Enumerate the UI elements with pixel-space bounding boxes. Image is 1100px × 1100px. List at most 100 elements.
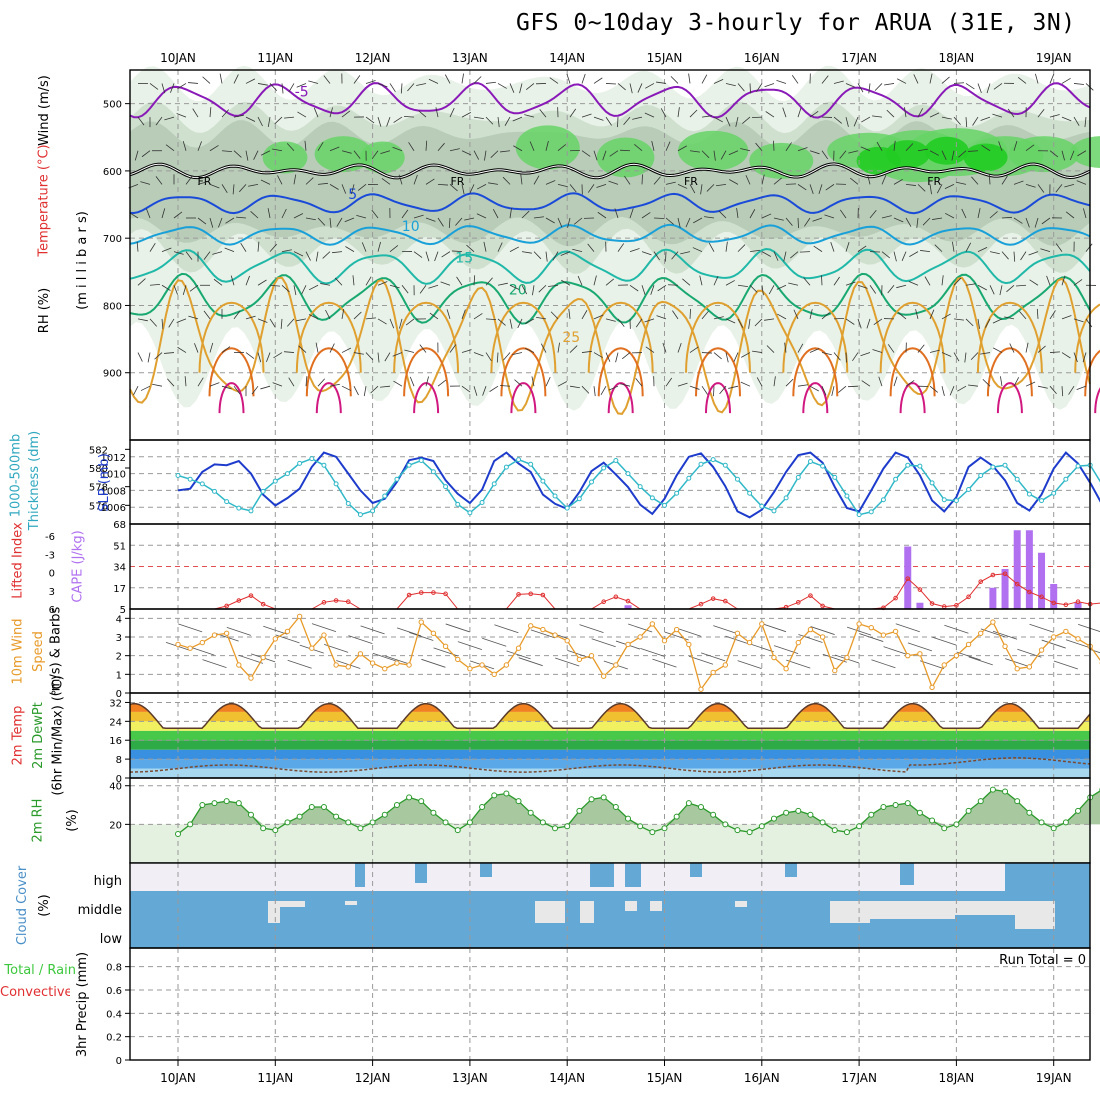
wind-barb	[413, 251, 423, 258]
wind-barb	[521, 285, 528, 295]
li-point	[820, 603, 825, 609]
wind-speed-point	[600, 673, 607, 679]
wind-barb	[218, 217, 223, 228]
barb	[1053, 660, 1078, 670]
rh-point	[600, 794, 607, 801]
thickness-point	[1039, 498, 1045, 504]
thickness-point	[734, 476, 740, 482]
wind-barb	[1013, 180, 1024, 185]
wind-barb	[671, 251, 679, 260]
li-point	[540, 592, 546, 598]
wind-barb	[977, 208, 981, 219]
wind-barb	[1025, 381, 1036, 387]
wind-barb	[353, 311, 362, 320]
wind-barb	[545, 180, 556, 185]
cape-tick-label: 5	[120, 605, 126, 616]
wind-barb	[456, 276, 463, 286]
barb	[846, 626, 872, 636]
rh-point	[539, 819, 546, 826]
wind-barb	[713, 386, 715, 397]
li-point	[1063, 602, 1069, 608]
rh-point	[746, 829, 753, 836]
wind-barb	[887, 344, 895, 353]
rh-point	[758, 823, 765, 830]
cloud-high-bar	[625, 863, 641, 887]
wind-barb	[176, 318, 187, 323]
thickness-point	[284, 471, 290, 477]
warm-arc	[587, 301, 654, 373]
thickness-point	[552, 493, 558, 499]
wind-barb	[821, 150, 829, 160]
li-point	[236, 598, 242, 603]
wind-barb	[557, 183, 568, 188]
wind-barb	[713, 116, 723, 123]
wind-panel-frame	[129, 608, 1091, 694]
day-label-top: 11JAN	[257, 51, 293, 65]
wind-barb	[240, 242, 247, 252]
barb	[1078, 623, 1100, 633]
wind-barb	[513, 145, 523, 152]
wind-barb	[725, 352, 729, 363]
wind-barb	[514, 379, 523, 387]
wind-barb	[492, 208, 499, 219]
wind-barb	[177, 83, 187, 90]
cape-tick-label: 17	[113, 584, 126, 595]
wind-barb	[958, 150, 967, 158]
rh-point	[685, 800, 692, 807]
wind-barb	[1004, 316, 1015, 320]
wind-barb	[473, 116, 484, 120]
wind-barb	[517, 318, 523, 329]
rh-point	[1062, 819, 1069, 826]
wind-barb	[146, 208, 151, 219]
wind-barb	[1073, 279, 1083, 286]
wind-barb	[341, 150, 352, 154]
wind-barb	[1037, 108, 1045, 118]
wind-barb	[1025, 183, 1036, 188]
wind-barb	[785, 378, 794, 387]
wind-barb	[667, 284, 679, 286]
wind-barb	[860, 146, 871, 152]
wind-barb	[416, 83, 427, 86]
li-point	[528, 591, 534, 597]
wind-barb	[600, 385, 607, 396]
wind-barb	[219, 73, 223, 84]
wind-barb	[384, 352, 391, 362]
wind-barb	[137, 352, 143, 362]
wind-barb	[1035, 73, 1039, 84]
rh-point	[393, 802, 400, 809]
wind-barb	[476, 213, 487, 219]
wind-barb	[809, 184, 814, 194]
wind-speed-point	[722, 662, 729, 668]
wind-speed-point	[1026, 664, 1033, 670]
wind-barb	[677, 145, 687, 152]
wind-speed-point	[686, 641, 692, 648]
thickness-point	[856, 512, 862, 518]
wind-barb	[821, 312, 830, 320]
barb	[190, 646, 215, 656]
wind-barb	[970, 352, 979, 361]
barb	[664, 631, 689, 641]
wind-barb	[737, 244, 746, 252]
wind-barb	[377, 241, 381, 252]
wind-barb	[356, 215, 367, 219]
wind-barb	[317, 217, 326, 226]
wind-barb	[755, 142, 763, 151]
wind-barb	[1000, 376, 1003, 387]
wind-barb	[1073, 318, 1084, 323]
wind-barb	[380, 150, 391, 155]
rh-point	[320, 803, 327, 810]
wind-barb	[473, 386, 478, 396]
wind-barb	[317, 182, 328, 185]
cloud-high-bar	[900, 863, 914, 885]
cloud-middle-gap	[955, 901, 1015, 915]
cloud-middle-gap	[280, 901, 305, 907]
cloud-middle-gap	[1015, 901, 1055, 929]
li-point	[321, 600, 327, 605]
wind-barb	[449, 148, 460, 152]
thickness-point	[406, 462, 412, 468]
wind-barb	[233, 74, 239, 84]
wind-barb	[1061, 275, 1066, 286]
barb	[871, 659, 896, 669]
wind-speed-point	[333, 662, 339, 668]
wind-barb	[473, 352, 484, 357]
